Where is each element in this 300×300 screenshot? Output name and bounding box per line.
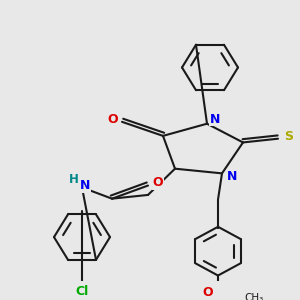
Text: S: S: [284, 130, 293, 143]
Text: H: H: [69, 173, 79, 186]
Text: CH₃: CH₃: [244, 293, 264, 300]
Text: O: O: [203, 286, 213, 299]
Text: Cl: Cl: [75, 285, 88, 298]
Text: O: O: [108, 112, 118, 125]
Text: O: O: [153, 176, 163, 189]
Text: N: N: [80, 179, 90, 192]
Text: N: N: [210, 112, 220, 125]
Text: N: N: [227, 170, 237, 183]
